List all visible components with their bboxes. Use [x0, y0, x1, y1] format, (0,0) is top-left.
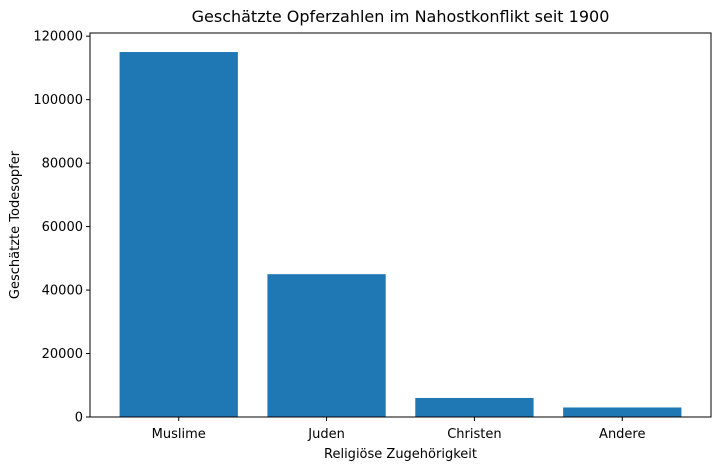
y-tick-label: 100000 — [33, 93, 83, 108]
y-tick-label: 40000 — [42, 284, 83, 299]
x-axis-ticks: Muslime Juden Christen Andere — [152, 417, 646, 442]
bar-juden — [267, 274, 386, 417]
chart-title: Geschätzte Opferzahlen im Nahostkonflikt… — [192, 7, 610, 26]
y-tick-label: 0 — [75, 411, 83, 426]
bars-group — [119, 52, 682, 417]
y-tick-label: 20000 — [42, 347, 83, 362]
x-tick-label: Christen — [447, 427, 501, 442]
x-tick-label: Juden — [307, 427, 345, 442]
y-tick-label: 120000 — [33, 30, 83, 45]
y-tick-label: 80000 — [42, 157, 83, 172]
bar-christen — [415, 397, 534, 417]
y-tick-label: 60000 — [42, 220, 83, 235]
x-tick-label: Muslime — [152, 427, 206, 442]
x-axis-label: Religiöse Zugehörigkeit — [324, 447, 477, 462]
bar-muslime — [119, 52, 238, 417]
plot-area-frame — [89, 32, 712, 418]
bar-andere — [563, 407, 682, 417]
y-axis-ticks: 0 20000 40000 60000 80000 100000 120000 — [33, 30, 90, 426]
y-axis-label: Geschätzte Todesopfer — [8, 150, 23, 299]
x-tick-label: Andere — [599, 427, 645, 442]
